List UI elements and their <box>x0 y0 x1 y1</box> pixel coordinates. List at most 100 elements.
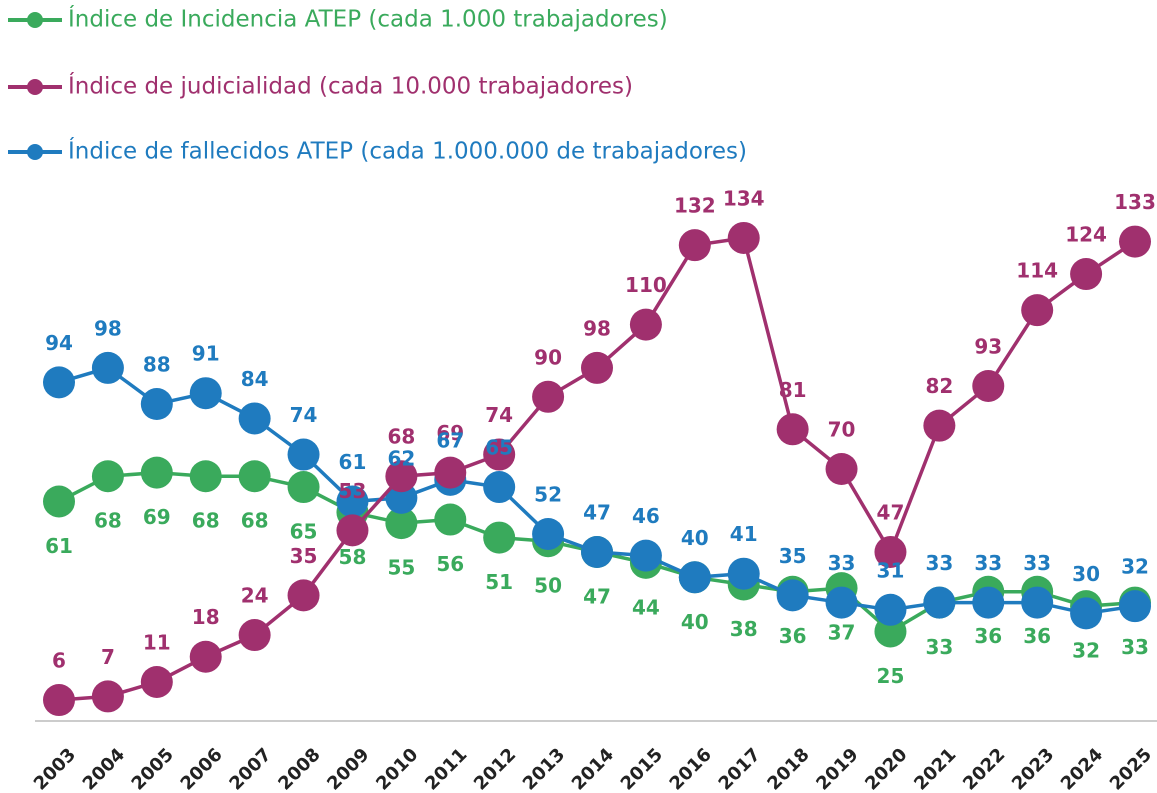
data-label: 98 <box>583 316 611 340</box>
point <box>727 557 760 590</box>
data-label: 98 <box>94 316 122 340</box>
data-label: 56 <box>436 552 464 576</box>
point <box>1021 294 1054 327</box>
point <box>825 586 858 619</box>
data-label: 33 <box>1023 551 1051 575</box>
point <box>43 485 75 518</box>
data-label: 33 <box>1121 635 1149 659</box>
data-label: 32 <box>1072 639 1100 663</box>
point <box>532 517 565 550</box>
point <box>483 521 516 554</box>
data-label: 50 <box>534 574 562 598</box>
point <box>629 308 662 341</box>
data-label: 134 <box>723 186 765 210</box>
point <box>825 453 858 485</box>
point <box>140 665 173 698</box>
data-label: 18 <box>192 605 220 629</box>
point <box>776 413 809 446</box>
point <box>43 684 75 717</box>
data-label: 36 <box>1023 624 1051 648</box>
x-tick-label: 2006 <box>177 744 227 793</box>
point <box>385 460 418 493</box>
data-label: 68 <box>94 509 122 533</box>
point <box>385 507 418 540</box>
data-label: 132 <box>674 194 716 218</box>
point <box>923 409 956 442</box>
data-label: 7 <box>101 645 115 669</box>
point <box>1021 586 1054 619</box>
x-tick-label: 2013 <box>519 744 569 793</box>
point <box>874 593 907 626</box>
data-label: 33 <box>828 551 856 575</box>
point <box>91 680 124 713</box>
x-tick-label: 2024 <box>1057 744 1107 793</box>
x-tick-label: 2020 <box>861 744 911 793</box>
point <box>287 579 320 612</box>
series-line <box>58 365 1136 616</box>
data-label: 32 <box>1121 555 1149 579</box>
point <box>1070 258 1103 291</box>
point <box>91 351 124 384</box>
data-label: 47 <box>877 501 905 525</box>
x-tick-label: 2014 <box>568 744 618 793</box>
point <box>434 503 467 536</box>
point <box>874 536 907 569</box>
data-label: 40 <box>681 526 709 550</box>
point <box>972 369 1005 402</box>
point <box>140 388 173 421</box>
legend-marker <box>27 144 43 160</box>
x-tick-label: 2009 <box>323 744 373 793</box>
point <box>776 579 809 612</box>
data-label: 55 <box>387 556 415 580</box>
point <box>581 351 613 384</box>
legend-marker <box>27 12 43 28</box>
x-tick-label: 2018 <box>763 744 813 793</box>
data-label: 41 <box>730 522 758 546</box>
data-label: 69 <box>143 505 171 529</box>
point <box>238 619 271 652</box>
data-label: 65 <box>485 436 513 460</box>
data-label: 47 <box>583 585 611 609</box>
point <box>189 640 222 673</box>
x-tick-label: 2016 <box>666 744 716 793</box>
legend-label: Índice de Incidencia ATEP (cada 1.000 tr… <box>68 5 668 33</box>
data-label: 93 <box>974 334 1002 358</box>
x-tick-label: 2022 <box>959 744 1009 793</box>
point <box>678 561 711 594</box>
point <box>91 460 124 493</box>
data-label: 68 <box>192 509 220 533</box>
data-label: 58 <box>339 545 367 569</box>
point <box>532 380 565 413</box>
x-tick-label: 2025 <box>1106 744 1156 793</box>
data-label: 69 <box>436 421 464 445</box>
data-label: 110 <box>625 273 667 297</box>
point <box>483 471 516 504</box>
point <box>140 456 173 489</box>
data-label: 70 <box>828 418 856 442</box>
data-label: 74 <box>485 403 513 427</box>
data-label: 124 <box>1065 223 1107 247</box>
point <box>678 229 711 262</box>
x-tick-label: 2017 <box>715 744 765 793</box>
data-label: 37 <box>828 621 856 645</box>
data-label: 46 <box>632 504 660 528</box>
x-tick-label: 2010 <box>372 744 422 793</box>
data-label: 88 <box>143 353 171 377</box>
data-label: 68 <box>387 425 415 449</box>
data-label: 81 <box>779 378 807 402</box>
data-label: 62 <box>387 446 415 470</box>
x-tick-label: 2004 <box>79 744 129 793</box>
data-label: 61 <box>339 450 367 474</box>
legend-label: Índice de fallecidos ATEP (cada 1.000.00… <box>68 137 747 165</box>
data-label: 47 <box>583 501 611 525</box>
data-label: 33 <box>925 635 953 659</box>
x-tick-label: 2023 <box>1008 744 1058 793</box>
data-label: 84 <box>241 367 269 391</box>
point <box>727 221 760 254</box>
point <box>287 438 320 471</box>
data-label: 33 <box>925 551 953 575</box>
point <box>483 438 516 471</box>
data-label: 53 <box>339 479 367 503</box>
point <box>1119 590 1151 623</box>
